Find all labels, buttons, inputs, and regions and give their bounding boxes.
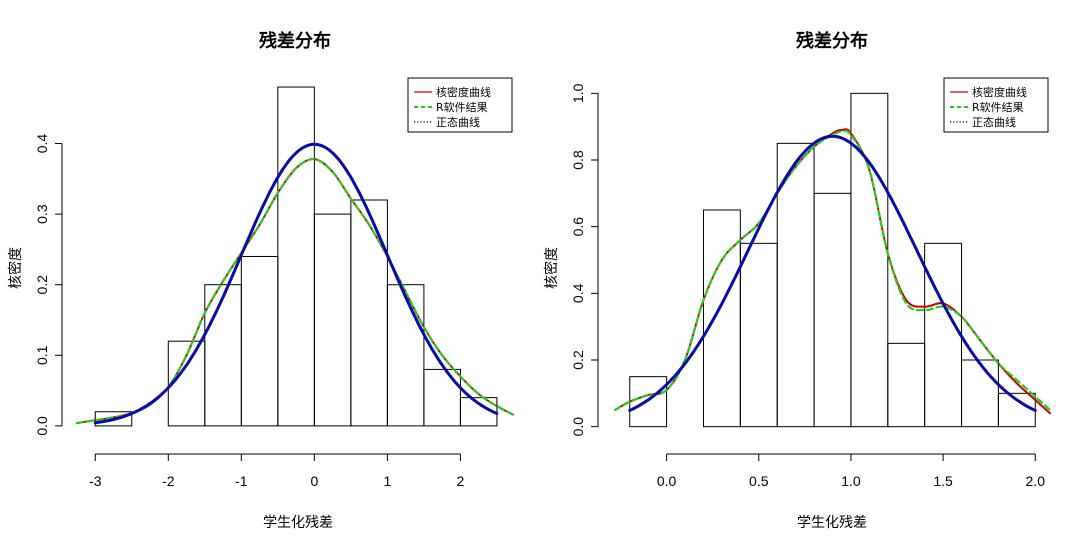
normal-curve <box>628 134 1037 412</box>
legend-box <box>943 77 1049 133</box>
histogram-bar <box>702 209 741 428</box>
legend-entry-label: 核密度曲线 <box>436 85 491 99</box>
legend-entry-label: R软件结果 <box>436 100 488 114</box>
x-tick-label: 1 <box>383 473 391 489</box>
y-tick-label: 0.8 <box>570 150 586 170</box>
histogram-bar <box>313 213 352 427</box>
legend-entry-label: 正态曲线 <box>436 115 480 129</box>
legend-entry-label: 正态曲线 <box>972 115 1016 129</box>
kernel-density-curve <box>76 158 514 425</box>
y-tick-label: 0.0 <box>34 416 50 436</box>
y-tick-label: 0.1 <box>34 345 50 365</box>
y-axis-label: 核密度 <box>7 247 24 289</box>
histogram-bar <box>423 368 461 427</box>
x-tick-label: 1.5 <box>933 473 953 489</box>
x-axis: 0.0 0.5 1.0 1.5 2.0 <box>657 453 1046 489</box>
histogram-bar <box>240 255 279 427</box>
x-tick-label: 1.0 <box>841 473 861 489</box>
x-tick-label: 0 <box>310 473 318 489</box>
histogram-bars <box>94 86 498 427</box>
x-tick-label: -3 <box>89 473 102 489</box>
r-density-curve <box>613 129 1052 412</box>
histogram-bars <box>629 92 1036 428</box>
legend-entry-label: R软件结果 <box>972 100 1024 114</box>
r-density-curve <box>75 157 515 425</box>
y-tick-label: 0.6 <box>570 217 586 237</box>
x-tick-label: 2.0 <box>1026 473 1046 489</box>
y-tick-label: 0.2 <box>34 275 50 295</box>
histogram-bar <box>739 242 778 428</box>
chart-panel-right: 残差分布 学生化残差 核密度 0.0 0.5 1.0 1.5 2.0 0.0 0.2 0.4… <box>543 30 1052 531</box>
y-tick-label: 0.0 <box>570 417 586 437</box>
x-axis: -3 -2 -1 0 1 2 <box>89 453 465 489</box>
legend-entry-label: 核密度曲线 <box>972 85 1027 99</box>
histogram-bar <box>204 284 242 427</box>
histogram-bar <box>813 192 852 428</box>
histogram-bar <box>459 397 498 427</box>
x-tick-label: -2 <box>162 473 175 489</box>
legend-box <box>407 77 513 133</box>
x-tick-label: -1 <box>235 473 248 489</box>
y-axis: 0.0 0.2 0.4 0.6 0.8 1.0 <box>570 83 599 437</box>
x-tick-label: 0.0 <box>657 473 677 489</box>
x-tick-label: 2 <box>457 473 465 489</box>
histogram-bar <box>924 242 963 428</box>
x-tick-label: 0.5 <box>749 473 769 489</box>
histogram-bar <box>350 199 388 427</box>
density-curves <box>75 142 515 425</box>
chart-title: 残差分布 <box>796 30 868 52</box>
chart-panel-left: 残差分布 学生化残差 核密度 -3 -2 -1 0 1 2 0.0 0.1 0.2 0.3 0.4… <box>7 30 515 531</box>
histogram-bar <box>386 284 425 427</box>
y-axis-label: 核密度 <box>543 247 560 289</box>
histogram-bar <box>94 411 133 427</box>
histogram-bar <box>277 86 315 427</box>
x-axis-label: 学生化残差 <box>263 515 333 531</box>
chart-title: 残差分布 <box>259 30 331 52</box>
y-tick-label: 0.2 <box>570 350 586 370</box>
y-tick-label: 0.4 <box>570 283 586 303</box>
x-axis-label: 学生化残差 <box>797 515 867 531</box>
y-tick-label: 0.3 <box>34 204 50 224</box>
histogram-bar <box>887 342 926 428</box>
y-axis: 0.0 0.1 0.2 0.3 0.4 <box>34 134 63 436</box>
histogram-bar <box>961 359 999 428</box>
normal-curve <box>93 142 499 425</box>
y-tick-label: 1.0 <box>570 83 586 103</box>
histogram-bar <box>850 92 889 428</box>
density-curves <box>613 128 1052 415</box>
y-tick-label: 0.4 <box>34 134 50 154</box>
